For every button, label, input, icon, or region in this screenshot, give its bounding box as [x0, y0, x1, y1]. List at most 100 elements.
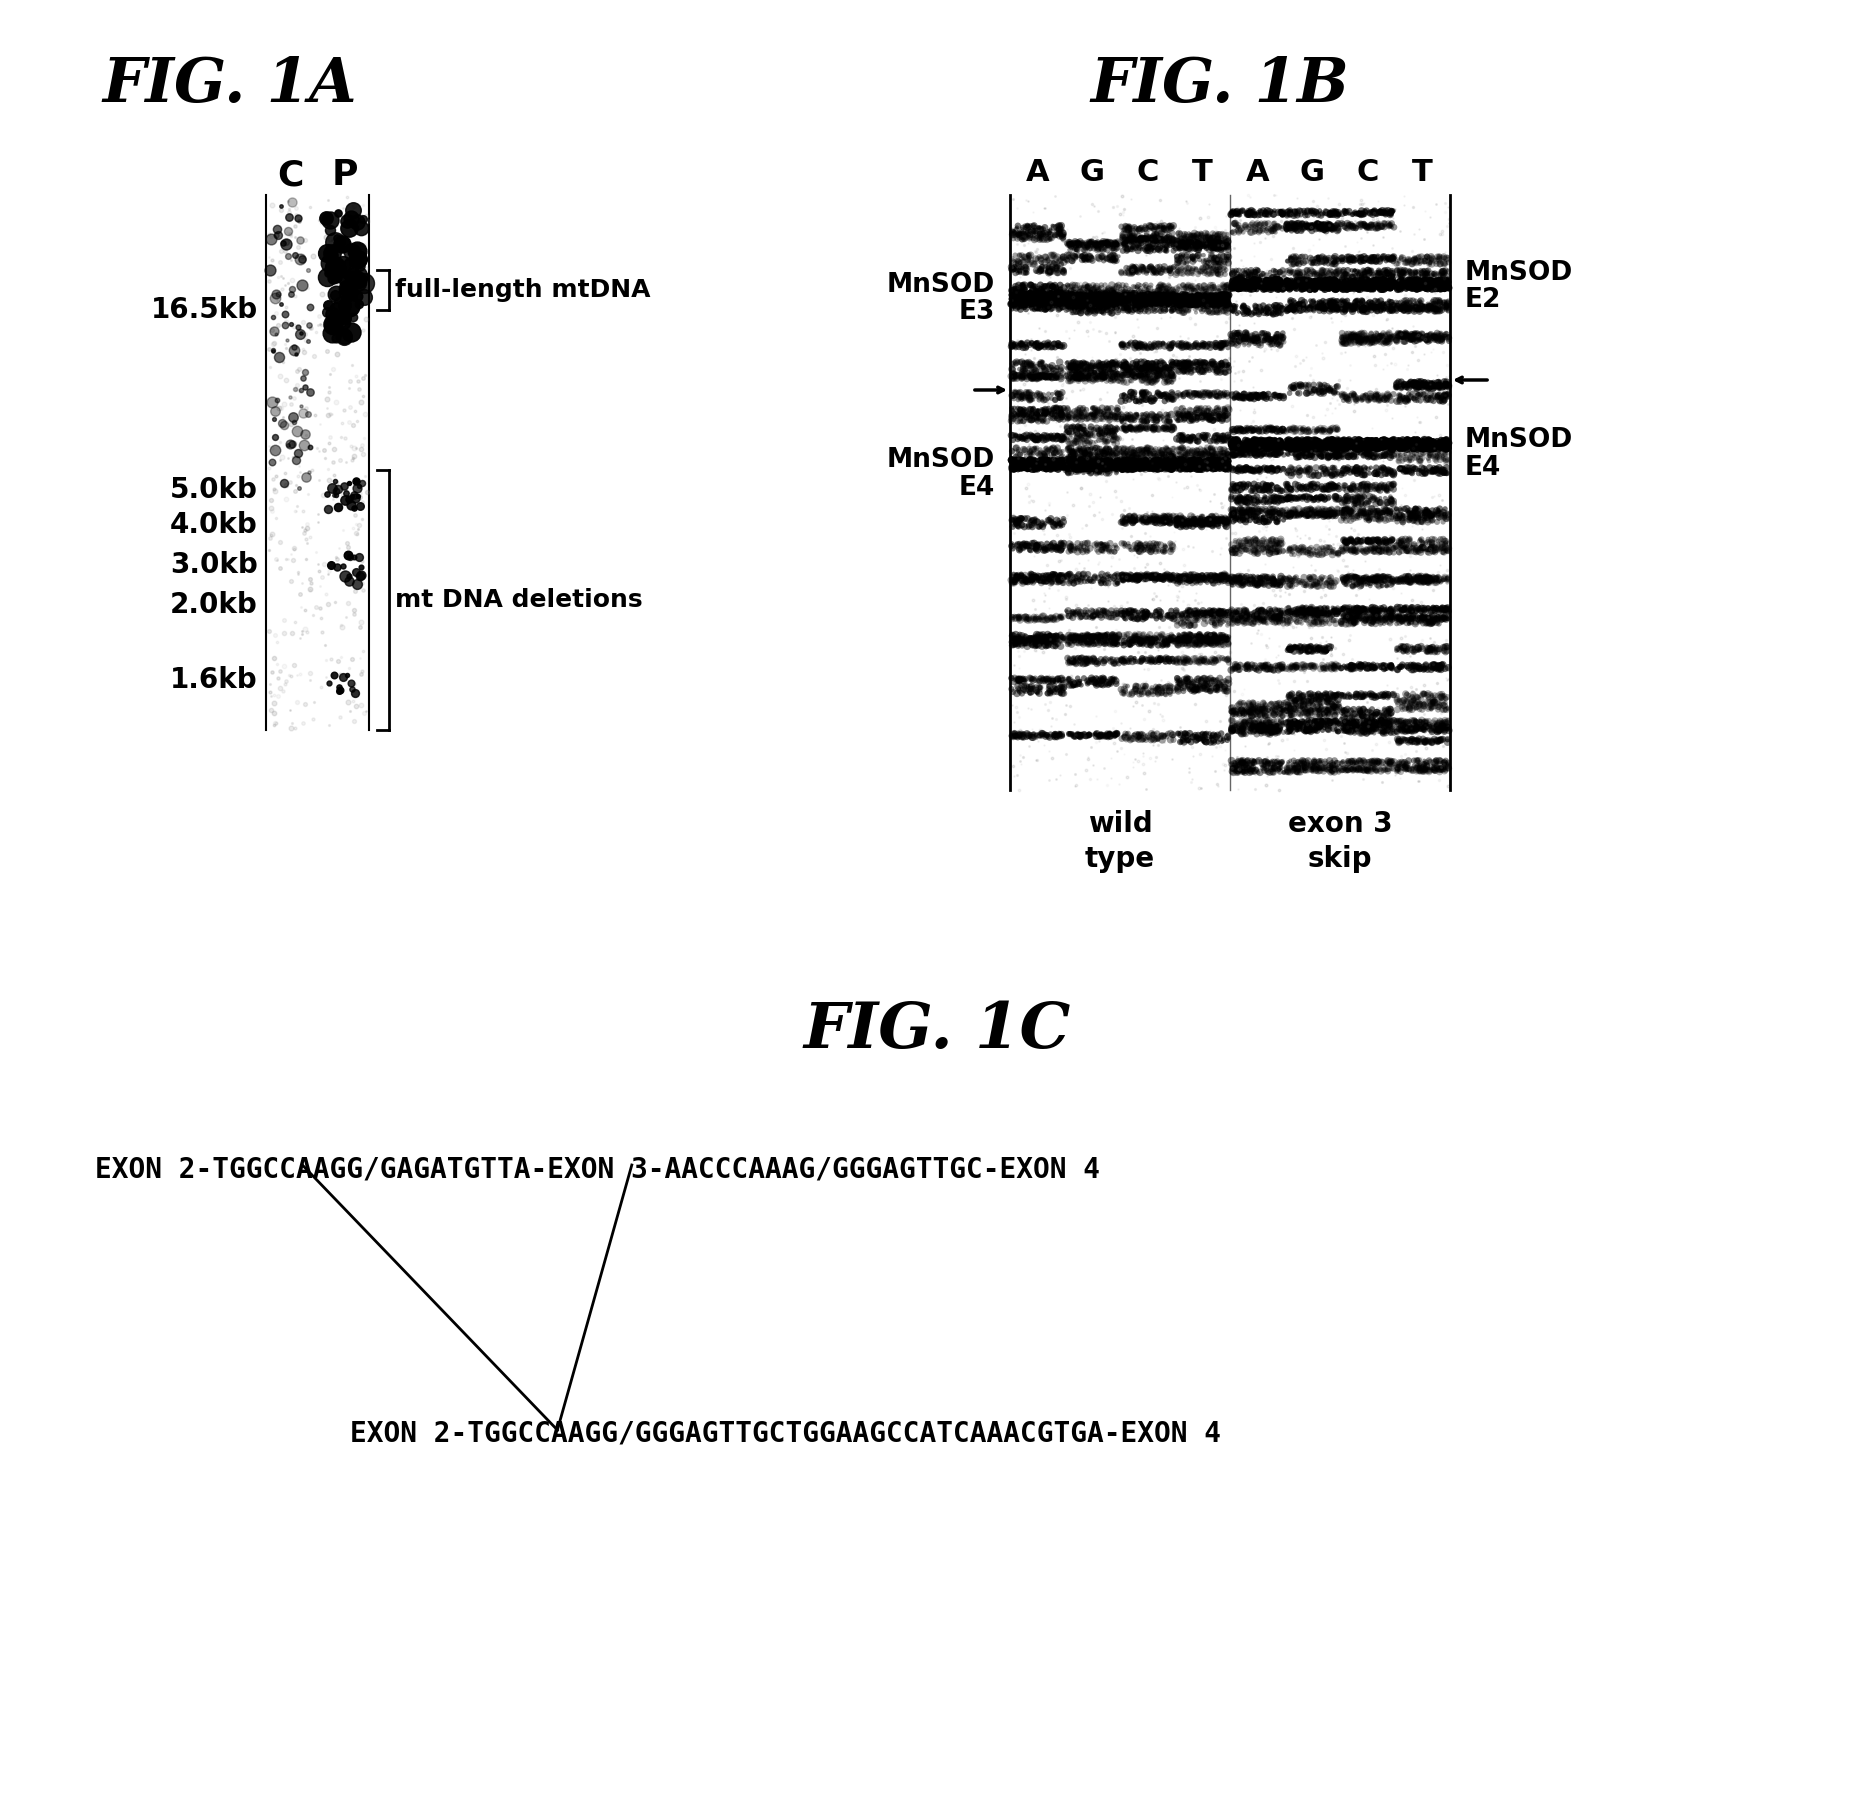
Point — [1279, 564, 1309, 593]
Point — [1266, 566, 1296, 595]
Point — [1227, 321, 1257, 350]
Point — [1032, 290, 1062, 319]
Point — [1377, 602, 1407, 631]
Point — [1071, 285, 1101, 314]
Point — [1199, 296, 1229, 325]
Point — [1302, 211, 1332, 240]
Point — [1025, 218, 1054, 247]
Point — [1036, 532, 1066, 561]
Point — [1071, 294, 1101, 323]
Point — [1174, 402, 1204, 431]
Point — [1403, 269, 1433, 297]
Point — [1397, 272, 1427, 301]
Point — [1202, 393, 1232, 422]
Point — [1347, 325, 1377, 353]
Point — [1231, 656, 1261, 685]
Point — [1287, 537, 1317, 566]
Point — [1199, 397, 1229, 426]
Point — [1000, 626, 1030, 654]
Point — [1172, 608, 1202, 636]
Point — [1118, 453, 1148, 481]
Point — [1086, 350, 1116, 379]
Point — [1322, 261, 1352, 290]
Point — [1238, 429, 1268, 458]
Point — [1360, 453, 1390, 481]
Point — [1186, 510, 1216, 539]
Point — [1158, 294, 1187, 323]
Point — [1244, 534, 1274, 563]
Point — [1234, 456, 1264, 485]
Point — [1287, 274, 1317, 303]
Point — [1394, 499, 1423, 528]
Point — [1362, 501, 1392, 530]
Point — [1281, 570, 1311, 599]
Point — [1023, 424, 1053, 453]
Point — [1010, 449, 1040, 478]
Point — [1004, 624, 1034, 653]
Point — [1247, 653, 1277, 682]
Point — [1101, 231, 1131, 260]
Point — [1036, 281, 1066, 310]
Point — [1238, 456, 1268, 485]
Point — [1305, 413, 1335, 442]
Point — [1172, 564, 1202, 593]
Point — [1017, 453, 1047, 481]
Point — [1347, 269, 1377, 297]
Point — [1068, 624, 1098, 653]
Point — [1122, 454, 1152, 483]
Point — [1011, 379, 1041, 407]
Point — [1328, 431, 1358, 460]
Point — [1069, 422, 1099, 451]
Point — [1290, 604, 1320, 633]
Point — [1343, 483, 1373, 512]
Point — [1307, 377, 1337, 406]
Point — [1043, 258, 1073, 287]
Point — [1062, 236, 1092, 265]
Point — [1135, 283, 1165, 312]
Point — [1397, 685, 1427, 714]
Point — [1307, 215, 1337, 243]
Point — [1107, 229, 1137, 258]
Point — [1369, 563, 1399, 591]
Point — [1201, 444, 1231, 472]
Point — [1111, 283, 1141, 312]
Point — [1302, 213, 1332, 242]
Point — [1251, 274, 1281, 303]
Point — [1086, 532, 1116, 561]
Point — [1253, 328, 1283, 357]
Point — [1285, 427, 1315, 456]
Point — [1098, 622, 1128, 651]
Point — [1099, 227, 1129, 256]
Point — [1122, 447, 1152, 476]
Point — [1347, 593, 1377, 622]
Point — [1240, 608, 1270, 636]
Point — [1135, 285, 1165, 314]
Point — [1083, 620, 1113, 649]
Point — [1328, 453, 1358, 481]
Point — [1401, 707, 1431, 736]
Point — [1236, 483, 1266, 512]
Point — [1277, 499, 1307, 528]
Point — [1107, 561, 1137, 590]
Point — [1270, 501, 1300, 530]
Point — [1148, 673, 1178, 701]
Point — [1090, 364, 1120, 393]
Point — [1315, 438, 1345, 467]
Point — [1165, 229, 1195, 258]
Point — [1208, 350, 1238, 379]
Point — [1041, 361, 1071, 389]
Point — [1202, 604, 1232, 633]
Point — [1053, 290, 1083, 319]
Point — [1238, 270, 1268, 299]
Point — [1384, 267, 1414, 296]
Point — [1335, 321, 1365, 350]
Point — [1367, 426, 1397, 454]
Point — [1167, 568, 1197, 597]
Point — [1011, 400, 1041, 429]
Point — [1313, 444, 1343, 472]
Point — [1062, 353, 1092, 382]
Point — [1099, 626, 1129, 654]
Point — [1337, 294, 1367, 323]
Point — [1334, 710, 1364, 739]
Point — [1021, 435, 1051, 463]
